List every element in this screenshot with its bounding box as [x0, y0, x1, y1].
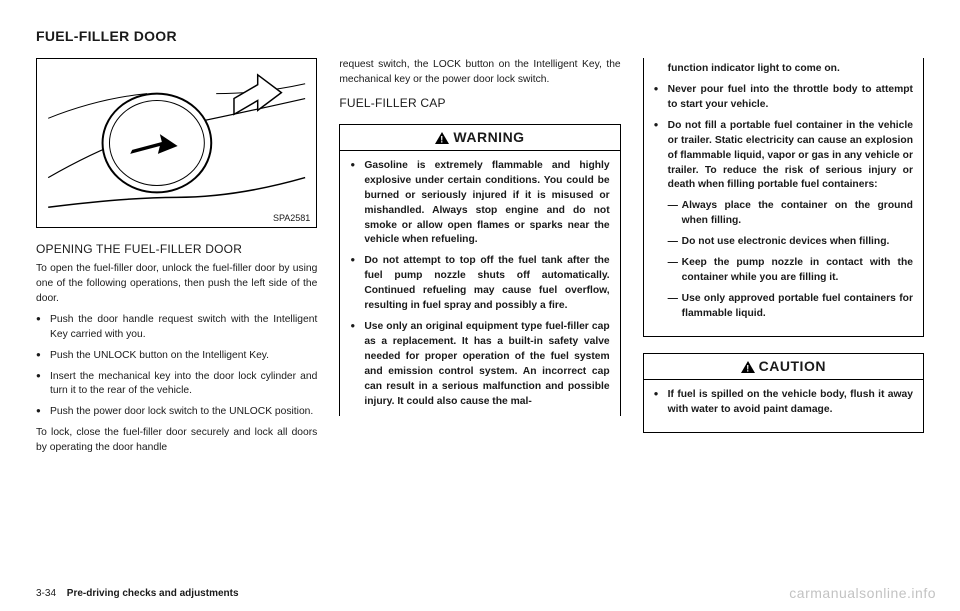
open-steps-list: Push the door handle request switch with… — [36, 313, 317, 427]
outro-text: To lock, close the fuel-filler door secu… — [36, 426, 317, 456]
list-item: Do not fill a portable fuel container in… — [654, 119, 913, 194]
dash-item: Keep the pump nozzle in contact with the… — [668, 256, 913, 286]
list-item: Push the UNLOCK button on the Intelligen… — [36, 349, 317, 364]
watermark: carmanualsonline.info — [789, 585, 936, 601]
columns-wrapper: SPA2581 OPENING THE FUEL-FILLER DOOR To … — [36, 58, 924, 587]
caution-box: ! CAUTION If fuel is spilled on the vehi… — [643, 353, 924, 433]
svg-text:!: ! — [746, 363, 750, 373]
column-3: function indicator light to come on. Nev… — [643, 58, 924, 587]
warning-label: WARNING — [453, 129, 524, 145]
subhead-opening: OPENING THE FUEL-FILLER DOOR — [36, 242, 317, 256]
warning-header: ! WARNING — [340, 125, 619, 151]
figure-fuel-filler-door: SPA2581 — [36, 58, 317, 228]
warning-icon: ! — [435, 131, 449, 147]
list-item: Insert the mechanical key into the door … — [36, 370, 317, 400]
warning-list: Gasoline is extremely flammable and high… — [350, 159, 609, 410]
dash-item: Do not use electronic devices when filli… — [668, 235, 913, 250]
page-footer: 3-34 Pre-driving checks and adjustments — [36, 588, 239, 599]
subhead-cap: FUEL-FILLER CAP — [339, 96, 620, 110]
caution-header: ! CAUTION — [644, 354, 923, 380]
warning-body-continued: function indicator light to come on. Nev… — [644, 58, 923, 336]
fuel-door-illustration — [37, 59, 316, 227]
dash-item: Always place the container on the ground… — [668, 199, 913, 229]
page-title: FUEL-FILLER DOOR — [36, 28, 924, 44]
dash-sublist: Always place the container on the ground… — [654, 199, 913, 321]
page-container: FUEL-FILLER DOOR — [0, 0, 960, 611]
list-item: Do not attempt to top off the fuel tank … — [350, 254, 609, 314]
caution-icon: ! — [741, 360, 755, 376]
column-2: request switch, the LOCK button on the I… — [339, 58, 620, 587]
dash-item: Use only approved portable fuel containe… — [668, 292, 913, 322]
warn-cont-first: function indicator light to come on. — [654, 62, 913, 77]
column-1: SPA2581 OPENING THE FUEL-FILLER DOOR To … — [36, 58, 317, 587]
warning-body: Gasoline is extremely flammable and high… — [340, 151, 619, 410]
warning-box: ! WARNING Gasoline is extremely flammabl… — [339, 124, 620, 416]
caution-body: If fuel is spilled on the vehicle body, … — [644, 380, 923, 432]
section-name: Pre-driving checks and adjustments — [67, 588, 239, 599]
svg-text:!: ! — [441, 134, 445, 144]
list-item: Never pour fuel into the throttle body t… — [654, 83, 913, 113]
list-item: Push the door handle request switch with… — [36, 313, 317, 343]
caution-label: CAUTION — [759, 358, 826, 374]
warning-box-continued: function indicator light to come on. Nev… — [643, 58, 924, 337]
list-item: Push the power door lock switch to the U… — [36, 405, 317, 420]
continuation-text: request switch, the LOCK button on the I… — [339, 58, 620, 88]
list-item: Gasoline is extremely flammable and high… — [350, 159, 609, 249]
list-item: Use only an original equipment type fuel… — [350, 320, 609, 410]
intro-text: To open the fuel-filler door, unlock the… — [36, 262, 317, 307]
caution-list: If fuel is spilled on the vehicle body, … — [654, 388, 913, 418]
figure-label: SPA2581 — [273, 213, 310, 223]
warning-list-continued: Never pour fuel into the throttle body t… — [654, 83, 913, 193]
list-item: If fuel is spilled on the vehicle body, … — [654, 388, 913, 418]
page-number: 3-34 — [36, 588, 56, 599]
